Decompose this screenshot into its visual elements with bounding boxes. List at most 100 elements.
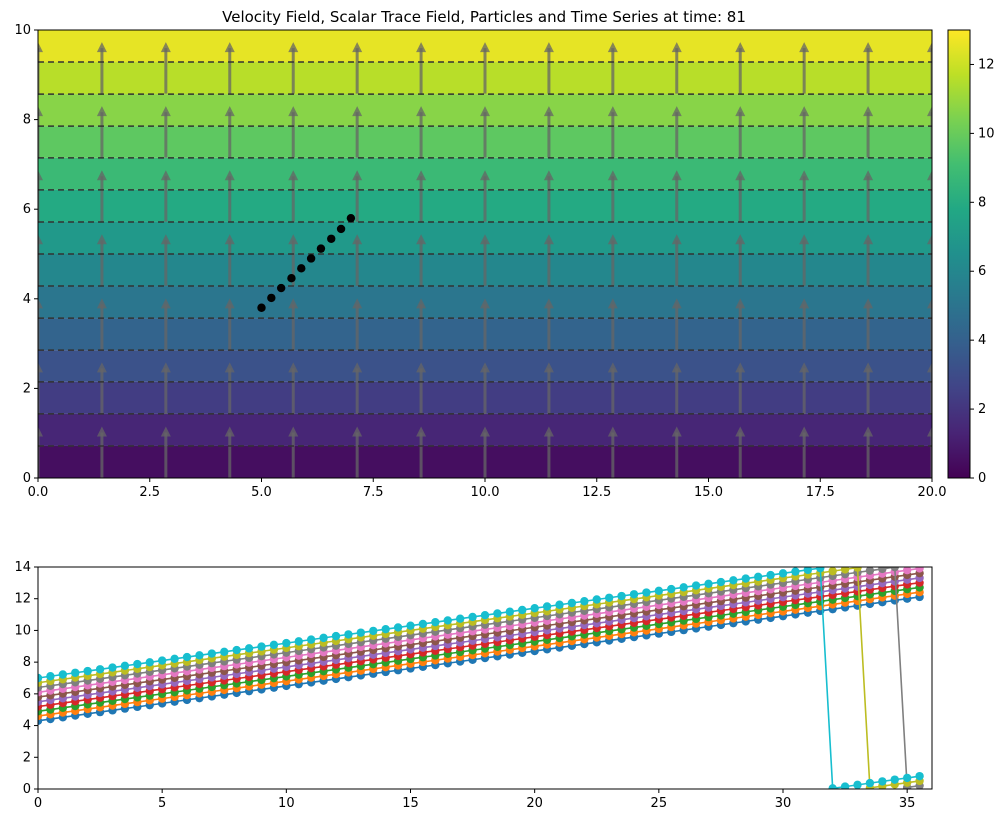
bottom-x-ticks: 0 5 10 15 20 25 30 35 bbox=[34, 789, 915, 811]
y-tick-label: 2 bbox=[23, 750, 31, 765]
series-point bbox=[853, 567, 862, 572]
velocity-arrow-head bbox=[607, 170, 618, 181]
series-point bbox=[455, 614, 465, 623]
series-point bbox=[505, 607, 515, 616]
velocity-arrow-head bbox=[224, 298, 235, 309]
particle bbox=[257, 303, 266, 312]
velocity-arrow-head bbox=[96, 42, 107, 53]
series-point bbox=[195, 651, 204, 660]
colorbar-tick-label: 6 bbox=[978, 264, 986, 279]
series-point bbox=[170, 654, 179, 664]
series-line bbox=[38, 586, 920, 713]
x-tick-label: 0.0 bbox=[28, 485, 49, 500]
velocity-arrow-head bbox=[735, 298, 746, 309]
series-point bbox=[816, 567, 825, 573]
velocity-arrow-head bbox=[927, 170, 932, 181]
bottom-axes-frame bbox=[37, 566, 933, 790]
velocity-arrow-head bbox=[96, 298, 107, 309]
velocity-arrow-head bbox=[224, 106, 235, 117]
series-line bbox=[38, 581, 920, 708]
velocity-arrow-head bbox=[607, 106, 618, 117]
velocity-arrow-head bbox=[416, 298, 427, 309]
series-point bbox=[344, 630, 353, 639]
series-point bbox=[853, 780, 862, 789]
velocity-arrow-head bbox=[38, 106, 43, 117]
y-tick-label: 6 bbox=[23, 687, 31, 702]
series-point bbox=[480, 611, 490, 620]
series-line bbox=[38, 567, 920, 789]
series-point bbox=[828, 784, 837, 789]
velocity-arrow-head bbox=[160, 298, 171, 309]
series-point bbox=[878, 567, 887, 574]
velocity-arrow-head bbox=[799, 42, 810, 53]
velocity-arrow-head bbox=[927, 234, 932, 245]
series-point bbox=[282, 638, 291, 648]
series-point bbox=[679, 583, 688, 592]
velocity-arrow-head bbox=[735, 42, 746, 53]
series-line bbox=[38, 591, 920, 717]
series-point bbox=[244, 644, 254, 653]
series-point bbox=[108, 663, 117, 672]
velocity-arrow-head bbox=[927, 42, 932, 53]
velocity-arrow-head bbox=[671, 426, 682, 437]
velocity-arrow-head bbox=[352, 170, 363, 181]
series-point bbox=[133, 659, 142, 669]
velocity-arrow-head bbox=[96, 234, 107, 245]
y-tick-label: 6 bbox=[23, 202, 31, 217]
colorbar-tick-label: 8 bbox=[978, 195, 986, 210]
velocity-arrow-head bbox=[96, 426, 107, 437]
series-point bbox=[418, 619, 428, 629]
velocity-arrow-head bbox=[38, 42, 43, 53]
velocity-arrow-head bbox=[352, 234, 363, 245]
series-point bbox=[567, 598, 577, 608]
series-point bbox=[306, 635, 316, 644]
velocity-arrow-head bbox=[288, 298, 299, 309]
velocity-arrows bbox=[38, 42, 932, 478]
velocity-arrow-head bbox=[671, 42, 682, 53]
series-line bbox=[38, 567, 920, 694]
series-point bbox=[617, 591, 626, 601]
series-point bbox=[580, 597, 589, 606]
series-line bbox=[38, 577, 920, 703]
series-point bbox=[865, 778, 875, 788]
series-point bbox=[257, 642, 266, 651]
y-tick-label: 10 bbox=[14, 23, 31, 38]
velocity-arrow-head bbox=[224, 234, 235, 245]
series-point bbox=[604, 593, 614, 602]
velocity-arrow-head bbox=[607, 234, 618, 245]
series-point bbox=[145, 658, 154, 667]
velocity-arrow-head bbox=[38, 426, 43, 437]
velocity-arrow-head bbox=[607, 362, 618, 373]
series-point bbox=[431, 617, 440, 627]
series-point bbox=[902, 567, 912, 575]
series-point bbox=[331, 631, 341, 641]
velocity-arrow-head bbox=[224, 170, 235, 181]
series-point bbox=[157, 656, 167, 665]
velocity-arrow-head bbox=[96, 170, 107, 181]
velocity-arrow-head bbox=[160, 42, 171, 53]
velocity-arrow-head bbox=[927, 106, 932, 117]
velocity-arrow-head bbox=[671, 362, 682, 373]
velocity-arrow-head bbox=[480, 42, 490, 53]
velocity-arrow-head bbox=[863, 298, 874, 309]
series-point bbox=[915, 567, 924, 573]
series-point bbox=[83, 666, 92, 676]
particle bbox=[336, 224, 346, 234]
x-tick-label: 20 bbox=[526, 796, 543, 811]
series-point bbox=[71, 668, 80, 677]
colorbar-ticks: 0 2 4 6 8 10 12 bbox=[970, 57, 995, 486]
velocity-arrow-head bbox=[480, 234, 490, 245]
series-point bbox=[555, 600, 564, 609]
series-point bbox=[493, 609, 502, 618]
velocity-arrow-head bbox=[799, 234, 810, 245]
velocity-arrow-head bbox=[863, 106, 874, 117]
velocity-arrow-head bbox=[352, 106, 363, 117]
velocity-arrow-head bbox=[480, 362, 490, 373]
velocity-arrow-head bbox=[735, 362, 746, 373]
velocity-arrow-head bbox=[288, 362, 299, 373]
colorbar-gradient bbox=[947, 29, 971, 479]
velocity-arrow-head bbox=[927, 362, 932, 373]
y-tick-label: 8 bbox=[23, 655, 31, 670]
series-point bbox=[530, 604, 539, 613]
y-tick-label: 4 bbox=[23, 292, 31, 307]
